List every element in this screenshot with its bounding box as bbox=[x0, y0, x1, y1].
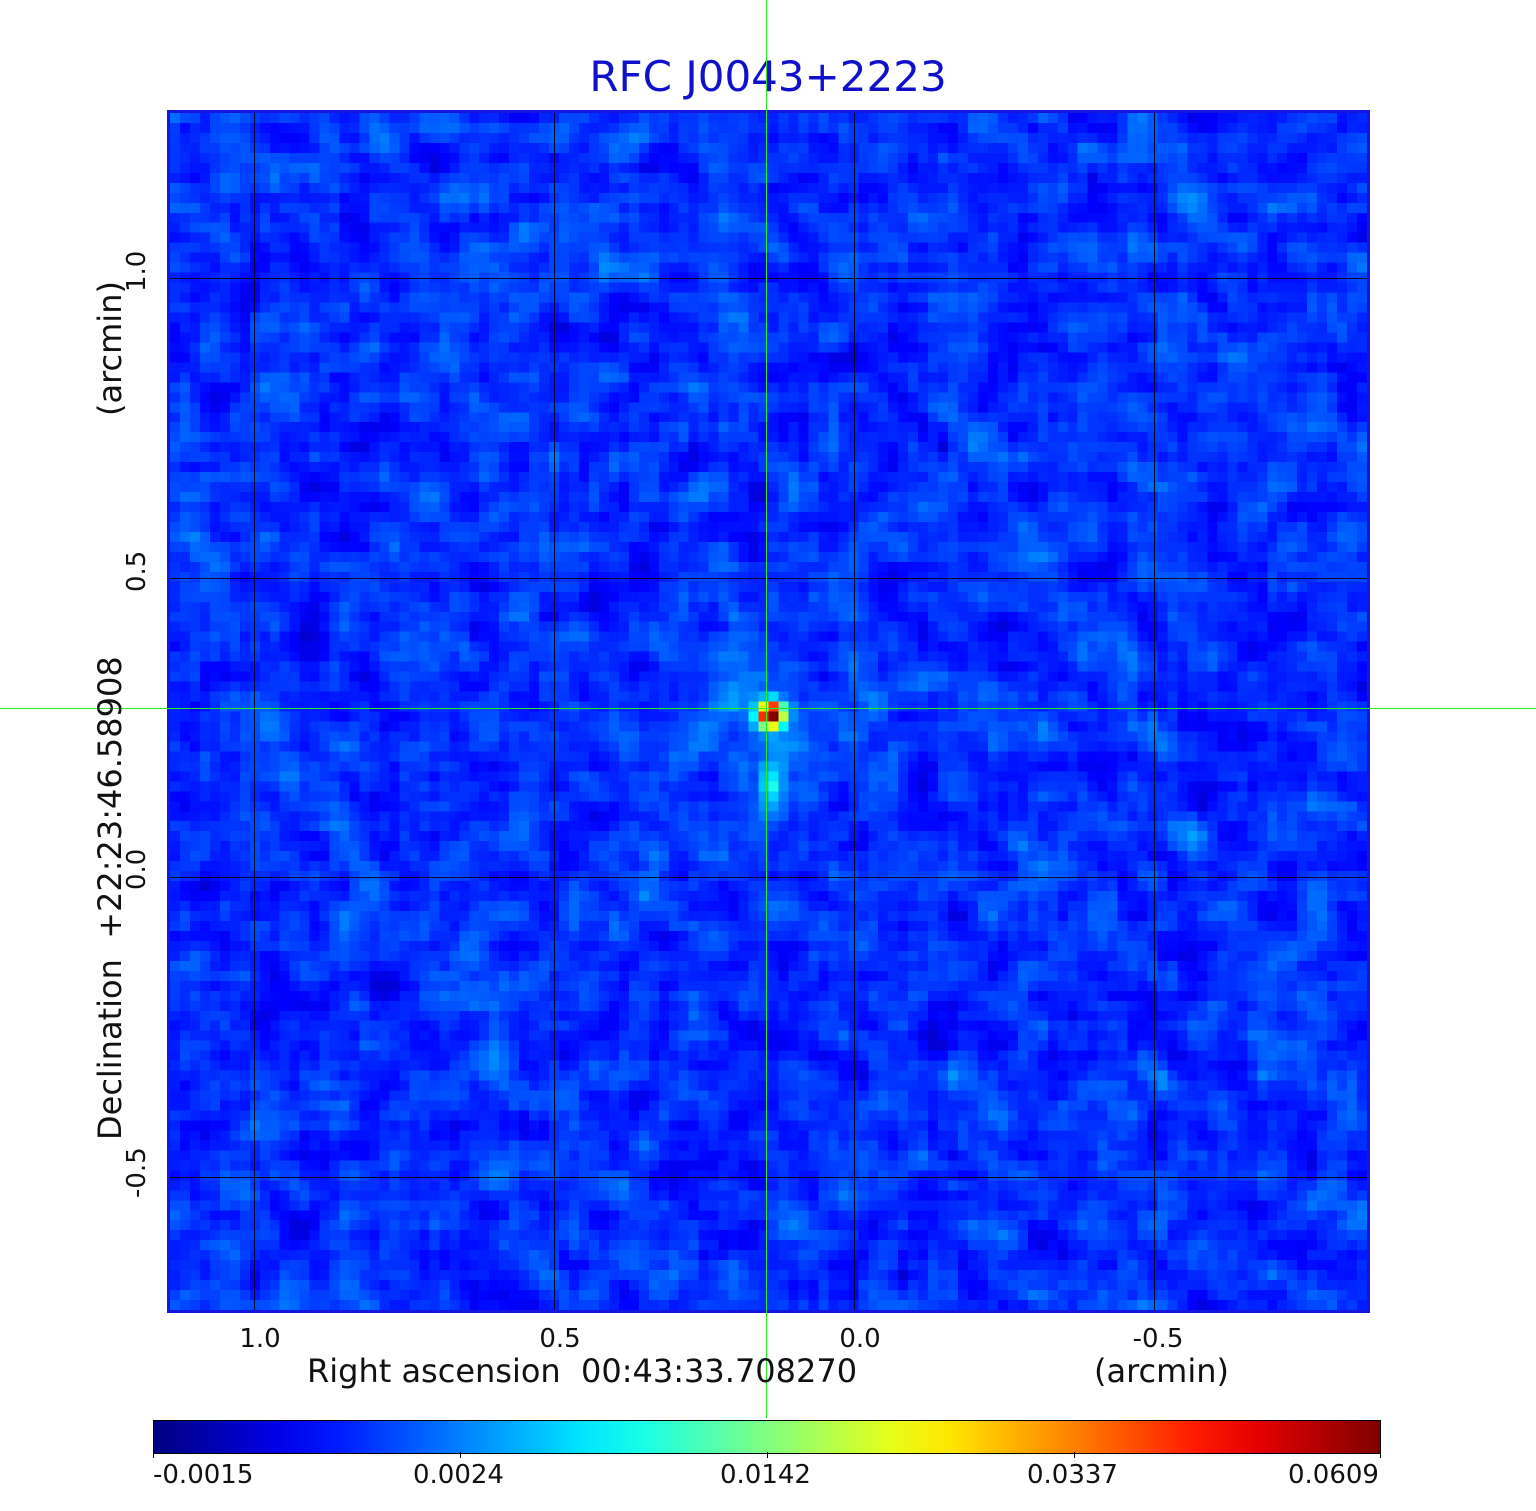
grid-line-y-minus-0.5 bbox=[170, 1177, 1367, 1178]
grid-line-x-1.0 bbox=[254, 113, 255, 1310]
x-tick-label: 1.0 bbox=[239, 1324, 281, 1354]
x-axis-label: Right ascension 00:43:33.708270 bbox=[307, 1352, 858, 1390]
y-axis-unit: (arcmin) bbox=[91, 281, 129, 416]
grid-line-x-0.0 bbox=[854, 113, 855, 1310]
grid-line-x-minus-0.5 bbox=[1154, 113, 1155, 1310]
radio-image-panel[interactable] bbox=[167, 110, 1370, 1313]
crosshair-horizontal bbox=[0, 708, 1536, 709]
colorbar-tick-mark bbox=[153, 1452, 154, 1458]
colorbar bbox=[153, 1420, 1381, 1454]
colorbar-tick-label: 0.0609 bbox=[1288, 1460, 1379, 1490]
x-tick-label: 0.5 bbox=[539, 1324, 581, 1354]
grid-line-y-1.0 bbox=[170, 278, 1367, 279]
grid-line-y-0.5 bbox=[170, 578, 1367, 579]
x-axis-unit: (arcmin) bbox=[1094, 1352, 1229, 1390]
y-tick-label: -0.5 bbox=[122, 1147, 152, 1198]
crosshair-vertical bbox=[766, 0, 767, 1418]
colorbar-tick-mark bbox=[767, 1452, 768, 1458]
x-tick-label: -0.5 bbox=[1132, 1324, 1184, 1354]
colorbar-tick-label: 0.0142 bbox=[720, 1460, 811, 1490]
grid-line-y-0.0 bbox=[170, 877, 1367, 878]
intensity-map bbox=[170, 113, 1367, 1310]
image-title: RFC J0043+2223 bbox=[589, 52, 947, 101]
y-tick-label: 0.5 bbox=[122, 550, 152, 592]
y-axis-label: Declination +22:23:46.58908 bbox=[91, 656, 129, 1140]
colorbar-tick-label: 0.0024 bbox=[413, 1460, 504, 1490]
colorbar-tick-label: 0.0337 bbox=[1027, 1460, 1118, 1490]
colorbar-tick-mark bbox=[1380, 1452, 1381, 1458]
colorbar-tick-mark bbox=[460, 1452, 461, 1458]
grid-line-x-0.5 bbox=[554, 113, 555, 1310]
colorbar-tick-label: -0.0015 bbox=[153, 1460, 254, 1490]
x-tick-label: 0.0 bbox=[839, 1324, 881, 1354]
colorbar-tick-mark bbox=[1074, 1452, 1075, 1458]
